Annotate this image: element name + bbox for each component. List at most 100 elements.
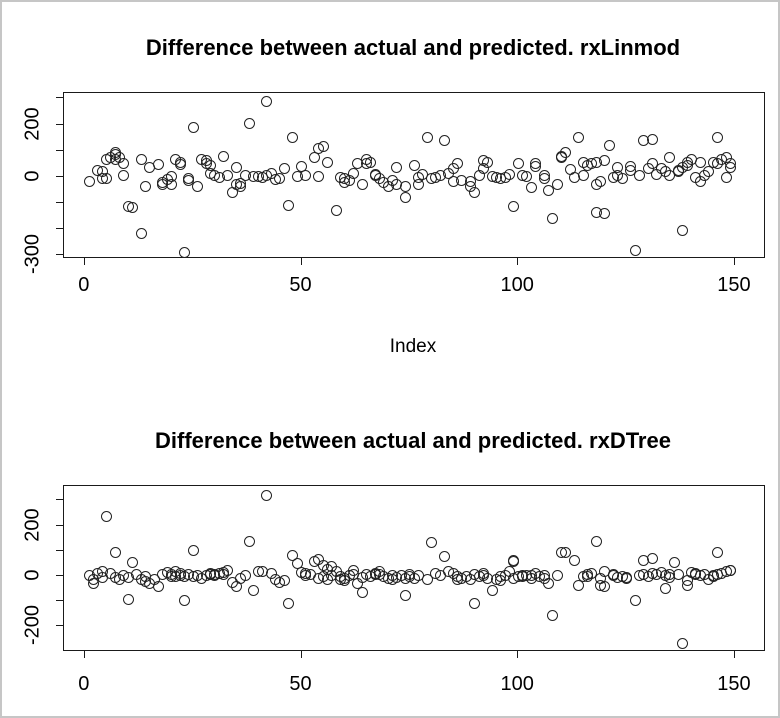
data-point — [248, 585, 260, 597]
x-tick-mark — [517, 651, 519, 658]
data-point — [426, 537, 438, 549]
data-point — [283, 199, 295, 211]
data-point — [703, 166, 715, 178]
y-tick-mark — [56, 97, 63, 99]
x-tick-label: 50 — [289, 274, 312, 296]
data-point — [560, 147, 572, 159]
data-point — [356, 178, 368, 190]
data-point — [126, 202, 138, 214]
data-point — [694, 156, 706, 168]
data-point — [218, 150, 229, 162]
data-point — [100, 511, 112, 523]
data-point — [439, 135, 451, 147]
data-point — [469, 187, 481, 199]
data-point — [400, 590, 412, 602]
y-tick-mark — [56, 524, 63, 526]
y-tick-label: -200 — [21, 605, 44, 646]
data-point — [599, 580, 611, 592]
data-point — [322, 156, 334, 168]
data-point — [187, 544, 199, 556]
data-point — [413, 178, 425, 190]
x-tick-mark — [300, 258, 302, 265]
data-point — [283, 597, 295, 609]
data-point — [183, 175, 195, 187]
data-point — [330, 205, 342, 217]
data-point — [668, 557, 680, 569]
data-point — [313, 170, 325, 182]
x-tick-label: 150 — [717, 673, 751, 695]
data-point — [287, 132, 299, 144]
y-tick-mark — [56, 175, 63, 177]
data-point — [187, 121, 199, 133]
data-point — [508, 554, 520, 566]
data-point — [551, 570, 563, 582]
data-point — [400, 180, 412, 192]
data-point — [300, 169, 312, 181]
data-point — [512, 157, 524, 169]
y-tick-mark — [56, 228, 63, 230]
data-point — [725, 564, 737, 576]
x-tick-label: 0 — [78, 673, 90, 695]
data-point — [152, 159, 164, 171]
data-point — [348, 167, 360, 179]
data-point — [712, 547, 724, 559]
data-point — [421, 573, 433, 585]
data-point — [634, 169, 646, 181]
data-point — [573, 131, 585, 143]
data-point — [122, 593, 134, 605]
y-tick-mark — [56, 574, 63, 576]
y-tick-mark — [56, 499, 63, 501]
data-point — [595, 176, 607, 188]
data-point — [244, 535, 255, 547]
data-point — [543, 185, 555, 197]
data-point — [83, 176, 95, 188]
data-point — [677, 225, 689, 237]
y-tick-label: -300 — [21, 234, 44, 275]
data-point — [421, 131, 433, 143]
data-point — [577, 169, 589, 181]
x-tick-label: 50 — [289, 673, 312, 695]
data-point — [547, 610, 559, 622]
data-point — [118, 157, 130, 169]
data-point — [677, 637, 689, 649]
data-point — [278, 574, 290, 586]
data-point — [525, 181, 537, 193]
data-point — [681, 579, 693, 591]
data-point — [178, 595, 190, 607]
data-point — [365, 156, 377, 168]
data-point — [126, 557, 138, 569]
data-point — [725, 161, 737, 173]
data-point — [660, 582, 672, 594]
data-point — [439, 550, 451, 562]
data-point — [135, 227, 147, 239]
data-point — [261, 95, 273, 107]
data-point — [191, 180, 203, 192]
data-point — [100, 172, 112, 184]
data-point — [408, 159, 420, 171]
data-point — [538, 173, 550, 185]
data-point — [231, 161, 242, 173]
data-point — [118, 169, 130, 181]
data-point — [469, 597, 481, 609]
x-tick-label: 100 — [500, 673, 534, 695]
data-point — [547, 212, 559, 224]
data-point — [139, 180, 151, 192]
plot-area-rxlinmod — [63, 92, 765, 258]
data-point — [486, 585, 498, 597]
chart-title-rxlinmod: Difference between actual and predicted.… — [145, 35, 681, 60]
data-point — [530, 160, 542, 172]
y-tick-mark — [56, 549, 63, 551]
x-tick-mark — [83, 258, 85, 265]
data-point — [621, 572, 633, 584]
y-tick-mark — [56, 625, 63, 627]
data-point — [278, 162, 290, 174]
data-point — [712, 131, 724, 143]
y-tick-label: 200 — [21, 507, 44, 542]
data-point — [244, 117, 255, 129]
data-point — [135, 154, 147, 166]
data-point — [165, 170, 177, 182]
x-tick-mark — [300, 651, 302, 658]
data-point — [603, 139, 615, 151]
data-point — [482, 156, 494, 168]
